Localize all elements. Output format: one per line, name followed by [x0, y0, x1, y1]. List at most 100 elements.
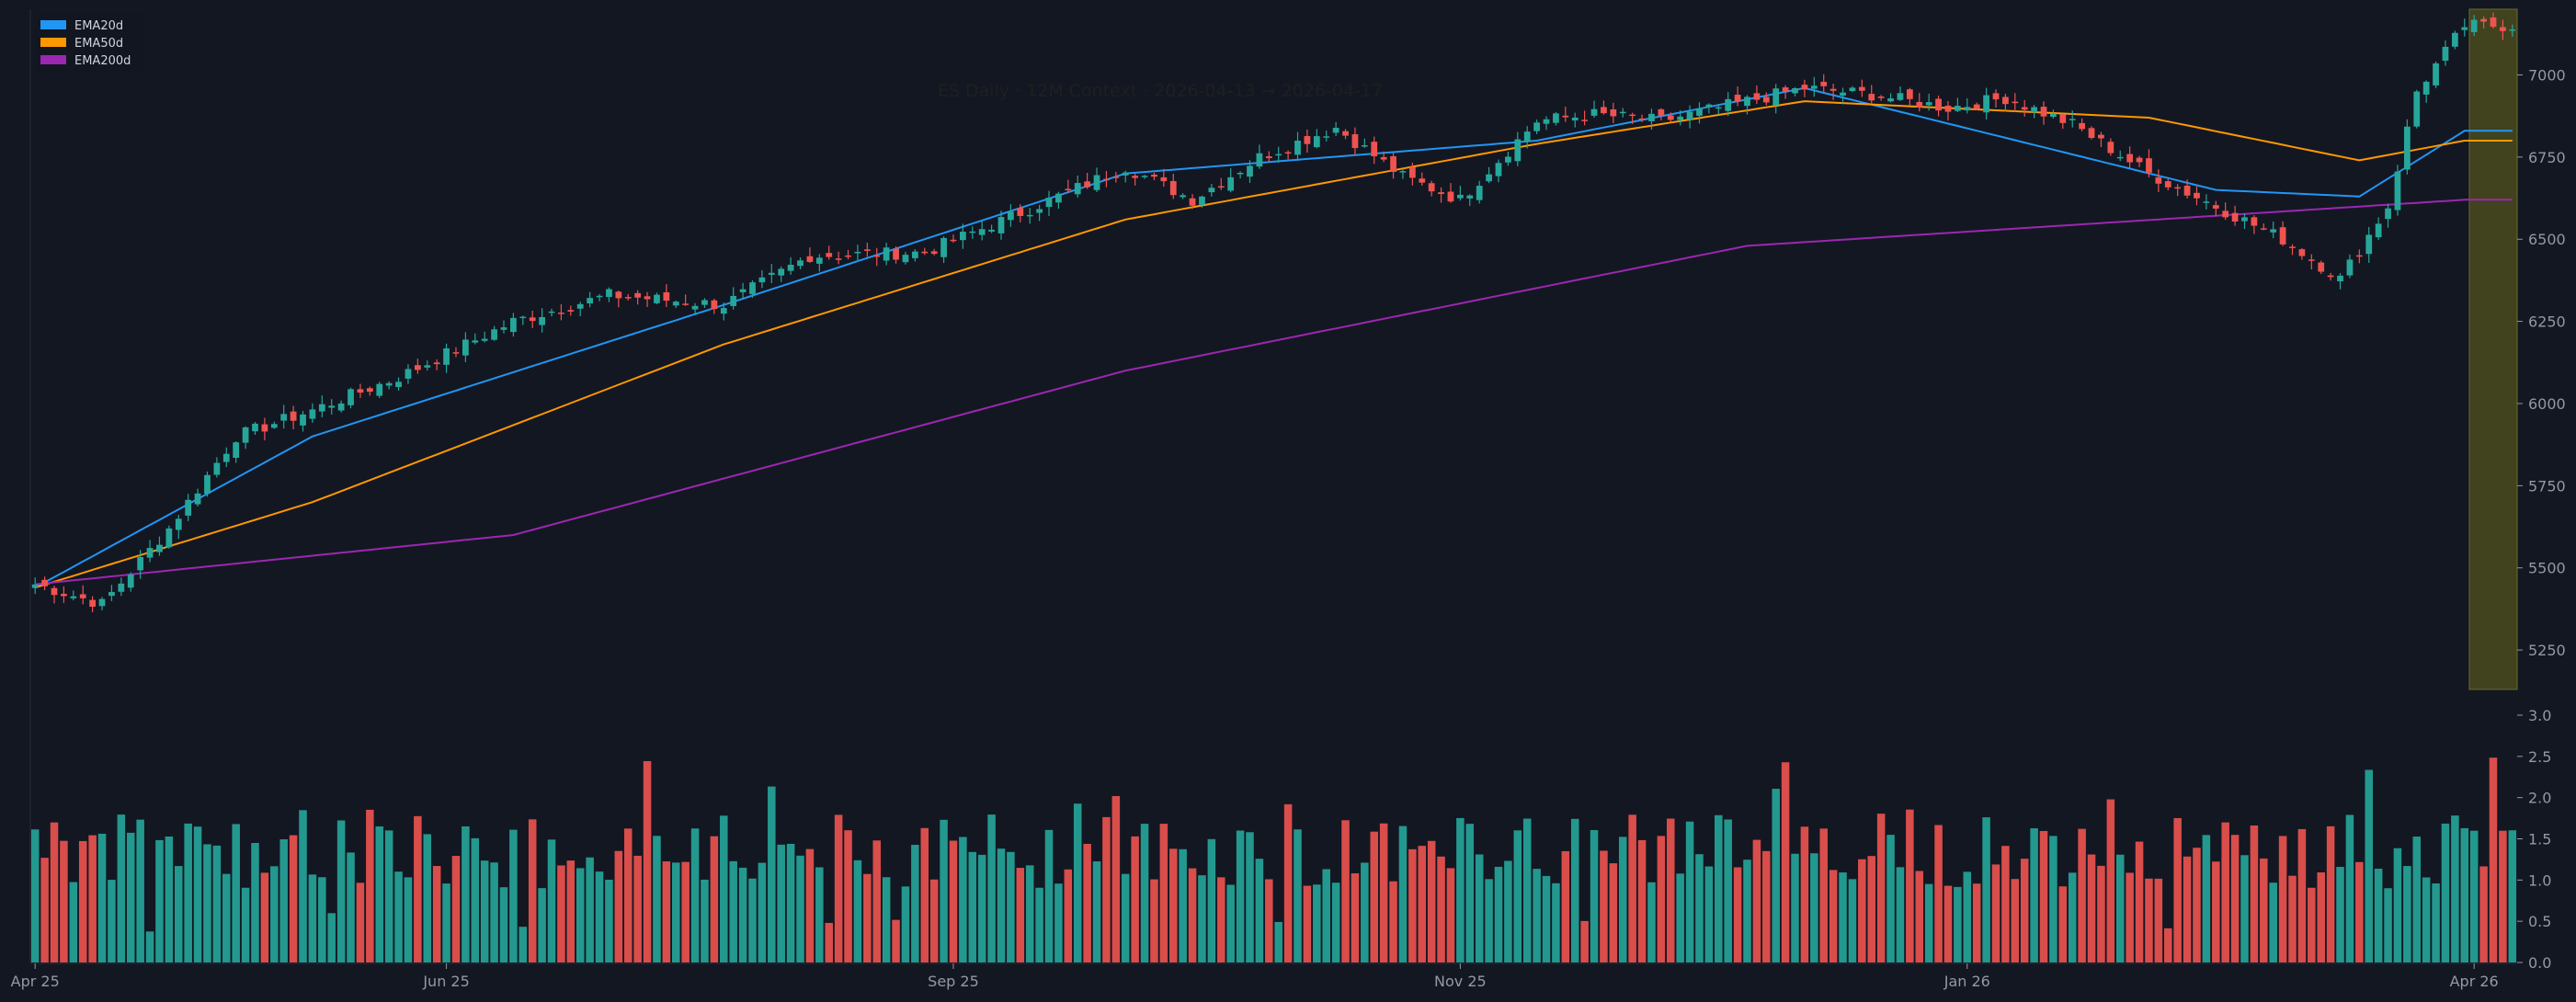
candle: [711, 298, 718, 314]
candle: [969, 226, 976, 239]
candle: [1868, 85, 1875, 104]
volume-bar: [1963, 871, 1972, 962]
volume-tick-label: 2.5: [2528, 748, 2551, 766]
candle: [1199, 195, 1205, 208]
volume-bar: [758, 862, 767, 962]
volume-bar: [1398, 826, 1408, 962]
volume-bar: [2106, 799, 2115, 962]
candle: [1476, 180, 1483, 204]
candle: [1065, 179, 1072, 194]
volume-bar: [462, 826, 470, 962]
candle: [1792, 86, 1798, 97]
volume-bar: [987, 814, 996, 962]
volume-bar: [136, 819, 144, 962]
volume-bar: [1179, 848, 1187, 962]
price-tick-label: 5250: [2528, 642, 2566, 659]
candle: [318, 395, 325, 417]
candle: [1601, 100, 1607, 115]
volume-bar: [1351, 873, 1360, 962]
volume-tick-label: 3.0: [2528, 707, 2551, 724]
volume-bar: [2202, 835, 2211, 962]
volume-bar: [1772, 789, 1780, 962]
candle: [1610, 102, 1617, 123]
candle: [2260, 222, 2267, 231]
volume-bar: [145, 931, 154, 962]
candle: [2346, 254, 2354, 279]
volume-bar: [786, 843, 795, 962]
candle: [1648, 108, 1655, 131]
volume-bar: [720, 815, 728, 962]
volume-bar: [2173, 817, 2182, 962]
ema-line-ema200d: [35, 199, 2513, 586]
volume-bar: [212, 845, 222, 962]
candle: [385, 381, 393, 390]
candle: [1026, 208, 1033, 224]
volume-bar: [299, 810, 307, 962]
candle: [883, 242, 890, 266]
candle: [290, 405, 297, 429]
candle: [2355, 249, 2363, 264]
candle: [1284, 150, 1292, 160]
candle: [1686, 105, 1693, 129]
candle: [1964, 97, 1971, 114]
candle: [548, 308, 555, 317]
candle: [1122, 170, 1129, 183]
volume-bar: [605, 879, 613, 962]
candle: [252, 422, 258, 435]
volume-bar: [2269, 882, 2277, 962]
candle: [529, 310, 536, 329]
volume-bar: [2020, 859, 2029, 962]
volume-bar: [586, 857, 594, 962]
volume-bar: [384, 830, 393, 962]
volume-bar: [2078, 828, 2086, 962]
candle: [452, 347, 460, 358]
volume-bar: [566, 860, 576, 962]
price-tick-label: 7000: [2528, 66, 2566, 84]
candle: [175, 515, 182, 540]
volume-bar: [203, 844, 211, 962]
volume-bar: [404, 877, 413, 962]
candle: [1935, 96, 1942, 117]
volume-bar: [1111, 795, 1121, 962]
candle: [2050, 109, 2057, 119]
volume-bar: [2221, 822, 2229, 962]
volume-bar: [623, 828, 633, 962]
candle: [539, 308, 545, 333]
candle: [348, 387, 354, 409]
volume-bar: [748, 878, 757, 962]
candle: [194, 488, 201, 507]
candle: [472, 333, 479, 345]
volume-bar: [126, 832, 135, 962]
candle: [2394, 165, 2401, 216]
candle: [1237, 171, 1244, 179]
candle: [1897, 85, 1904, 101]
volume-bar: [1886, 835, 1895, 962]
candle: [1208, 183, 1215, 197]
volume-bar: [251, 842, 259, 962]
volume-bar: [1829, 870, 1838, 962]
volume-bar: [777, 844, 785, 962]
candle: [2365, 226, 2373, 263]
volume-bar: [2308, 887, 2316, 962]
candle: [1658, 108, 1665, 120]
volume-bar: [1188, 868, 1197, 962]
volume-tick-label: 1.5: [2528, 831, 2551, 848]
volume-bar: [1007, 851, 1015, 962]
candle: [1189, 194, 1196, 210]
candle: [558, 303, 564, 321]
candle: [2241, 213, 2248, 230]
price-tick-label: 5750: [2528, 477, 2566, 495]
volume-bar: [1121, 873, 1130, 962]
candle: [395, 377, 402, 391]
volume-bar: [997, 848, 1006, 962]
volume-bar: [366, 809, 374, 962]
volume-bar: [1361, 862, 1369, 962]
volume-bar: [1370, 831, 1379, 962]
candle: [98, 597, 106, 610]
candle: [1275, 146, 1282, 163]
volume-bar: [1924, 883, 1933, 962]
volume-bar: [1858, 859, 1866, 962]
candle: [797, 256, 804, 270]
candle: [1247, 160, 1253, 183]
x-tick-label: Nov 25: [1434, 973, 1487, 990]
